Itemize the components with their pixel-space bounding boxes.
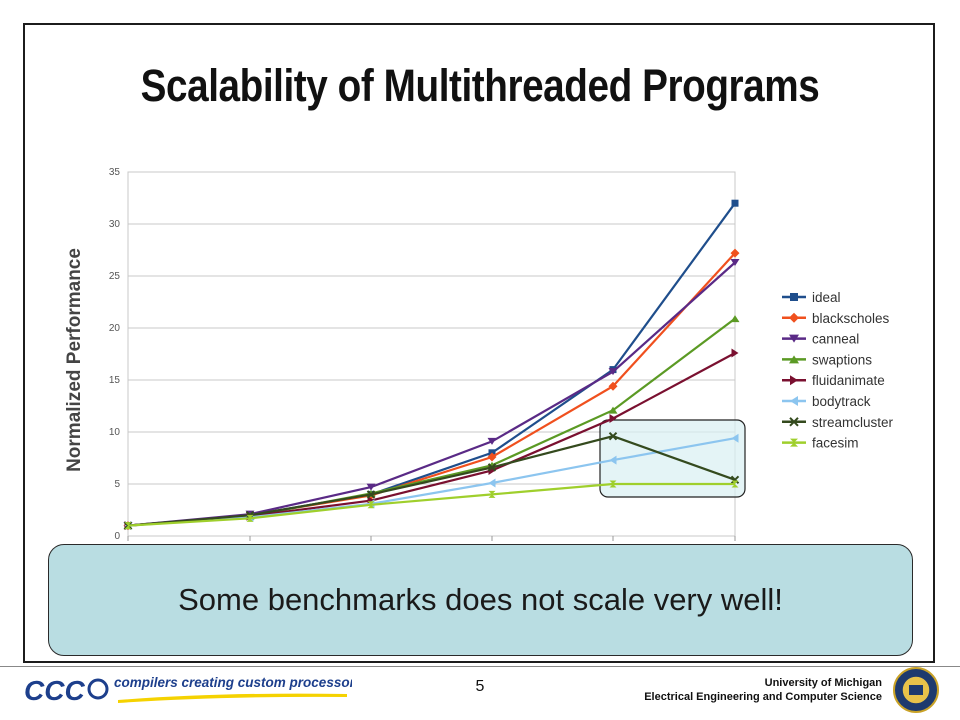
callout-text: Some benchmarks does not scale very well… (178, 582, 783, 617)
university-block: University of Michigan Electrical Engine… (644, 676, 882, 704)
point-marker (789, 334, 799, 343)
point-marker (124, 522, 132, 530)
legend-label: ideal (812, 290, 841, 305)
ccc-logo: CCC compilers creating custom processors (24, 675, 352, 706)
legend-item: fluidanimate (782, 373, 885, 388)
point-marker (609, 455, 617, 465)
point-marker (730, 475, 740, 485)
logo-emblem-icon (87, 678, 109, 700)
y-tick-label: 30 (109, 219, 121, 230)
point-marker (487, 463, 497, 472)
logo-tagline: compilers creating custom processors (114, 675, 352, 690)
legend-item: bodytrack (782, 394, 871, 409)
university-seal-icon (893, 667, 939, 713)
point-marker (731, 433, 739, 443)
legend-item: swaptions (782, 352, 872, 367)
y-tick-label: 15 (109, 375, 121, 386)
callout-box: Some benchmarks does not scale very well… (48, 544, 913, 656)
legend-label: streamcluster (812, 415, 894, 430)
department-name: Electrical Engineering and Computer Scie… (644, 691, 882, 703)
point-marker (731, 199, 739, 207)
logo-letters: CCC (24, 675, 85, 706)
point-marker (608, 431, 618, 441)
point-marker (246, 514, 254, 522)
point-marker (730, 315, 740, 323)
point-marker (730, 258, 740, 266)
legend-label: bodytrack (812, 394, 871, 409)
university-name: University of Michigan (764, 677, 882, 689)
footer-divider (0, 666, 960, 667)
point-marker (609, 413, 617, 423)
y-tick-label: 10 (109, 427, 121, 438)
legend-item: streamcluster (782, 415, 894, 430)
point-marker (608, 368, 618, 376)
point-marker (609, 480, 617, 488)
point-marker (608, 406, 618, 414)
point-marker (367, 501, 375, 509)
series-line (127, 482, 735, 527)
point-marker (790, 293, 798, 301)
legend-label: fluidanimate (812, 373, 885, 388)
point-marker (488, 490, 496, 498)
point-marker (488, 478, 496, 488)
point-marker (790, 396, 798, 406)
legend-item: ideal (782, 290, 841, 305)
legend-item: blackscholes (782, 311, 890, 326)
chart: 0 5 10 15 20 25 30 35 Normalized Performance id… (64, 167, 894, 542)
series-facesim (124, 480, 739, 530)
point-marker (731, 480, 739, 488)
legend-label: canneal (812, 332, 859, 347)
slide-title: Scalability of Multithreaded Programs (140, 60, 820, 111)
point-marker (487, 452, 497, 462)
legend: ideal blackscholes canneal swaptions fluidan… (782, 290, 894, 451)
point-marker (608, 381, 618, 391)
logo-swoosh-icon (118, 693, 347, 703)
point-marker (789, 355, 799, 364)
point-marker (366, 483, 376, 491)
series-line (127, 435, 736, 527)
point-marker (487, 437, 497, 445)
legend-label: facesim (812, 436, 859, 451)
series-layer (123, 199, 740, 531)
point-marker (790, 438, 798, 447)
y-tick-label: 0 (114, 531, 120, 542)
y-tick-labels: 0 5 10 15 20 25 30 35 (109, 167, 121, 542)
point-marker (790, 375, 798, 386)
slide-number: 5 (475, 678, 485, 695)
legend-item: canneal (782, 332, 859, 347)
y-axis-label: Normalized Performance (64, 248, 85, 472)
legend-item: facesim (782, 436, 859, 451)
point-marker (731, 348, 739, 358)
y-tick-label: 20 (109, 323, 121, 334)
y-tick-label: 5 (114, 479, 120, 490)
point-marker (789, 417, 799, 427)
y-tick-label: 35 (109, 167, 121, 178)
point-marker (789, 312, 799, 323)
y-tick-label: 25 (109, 271, 121, 282)
point-marker (730, 248, 740, 258)
point-marker (366, 490, 376, 499)
legend-label: blackscholes (812, 311, 890, 326)
legend-label: swaptions (812, 352, 872, 367)
